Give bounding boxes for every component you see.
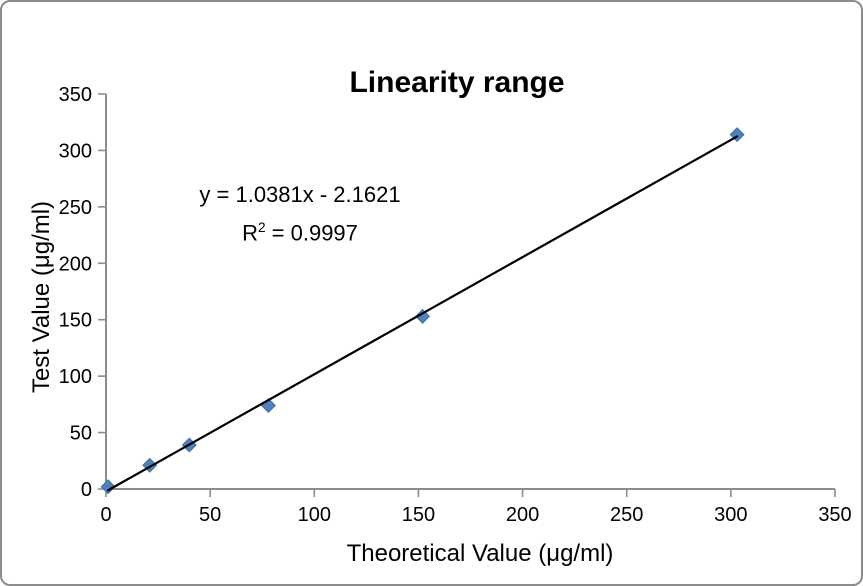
y-tick-label: 50 <box>70 423 92 445</box>
r-squared-exponent: 2 <box>257 220 266 235</box>
y-axis-title: Test Value (μg/ml) <box>28 200 55 394</box>
x-tick-label: 250 <box>610 504 643 526</box>
x-tick-label: 0 <box>100 504 111 526</box>
data-point-marker <box>729 127 745 143</box>
x-tick-label: 150 <box>402 504 435 526</box>
x-tick-label: 300 <box>714 504 747 526</box>
y-tick-label: 250 <box>59 197 92 219</box>
trendline <box>106 135 739 492</box>
trendline-equation: y = 1.0381x - 2.1621 R2 = 0.9997 <box>199 178 400 249</box>
x-tick-label: 100 <box>298 504 331 526</box>
y-tick-label: 350 <box>59 84 92 106</box>
data-point-marker <box>415 308 431 324</box>
equation-line: y = 1.0381x - 2.1621 <box>199 182 401 207</box>
x-tick-label: 350 <box>818 504 851 526</box>
y-tick-label: 0 <box>81 479 92 501</box>
data-point-marker <box>100 479 116 495</box>
chart-title: Linearity range <box>349 66 565 99</box>
r-squared-line: R2 = 0.9997 <box>242 220 358 246</box>
y-tick-label: 200 <box>59 253 92 275</box>
x-tick-label: 200 <box>506 504 539 526</box>
y-tick-label: 150 <box>59 310 92 332</box>
x-axis-title: Theoretical Value (μg/ml) <box>346 540 614 567</box>
y-tick-label: 300 <box>59 140 92 162</box>
y-tick-label: 100 <box>59 366 92 388</box>
x-tick-label: 50 <box>199 504 221 526</box>
